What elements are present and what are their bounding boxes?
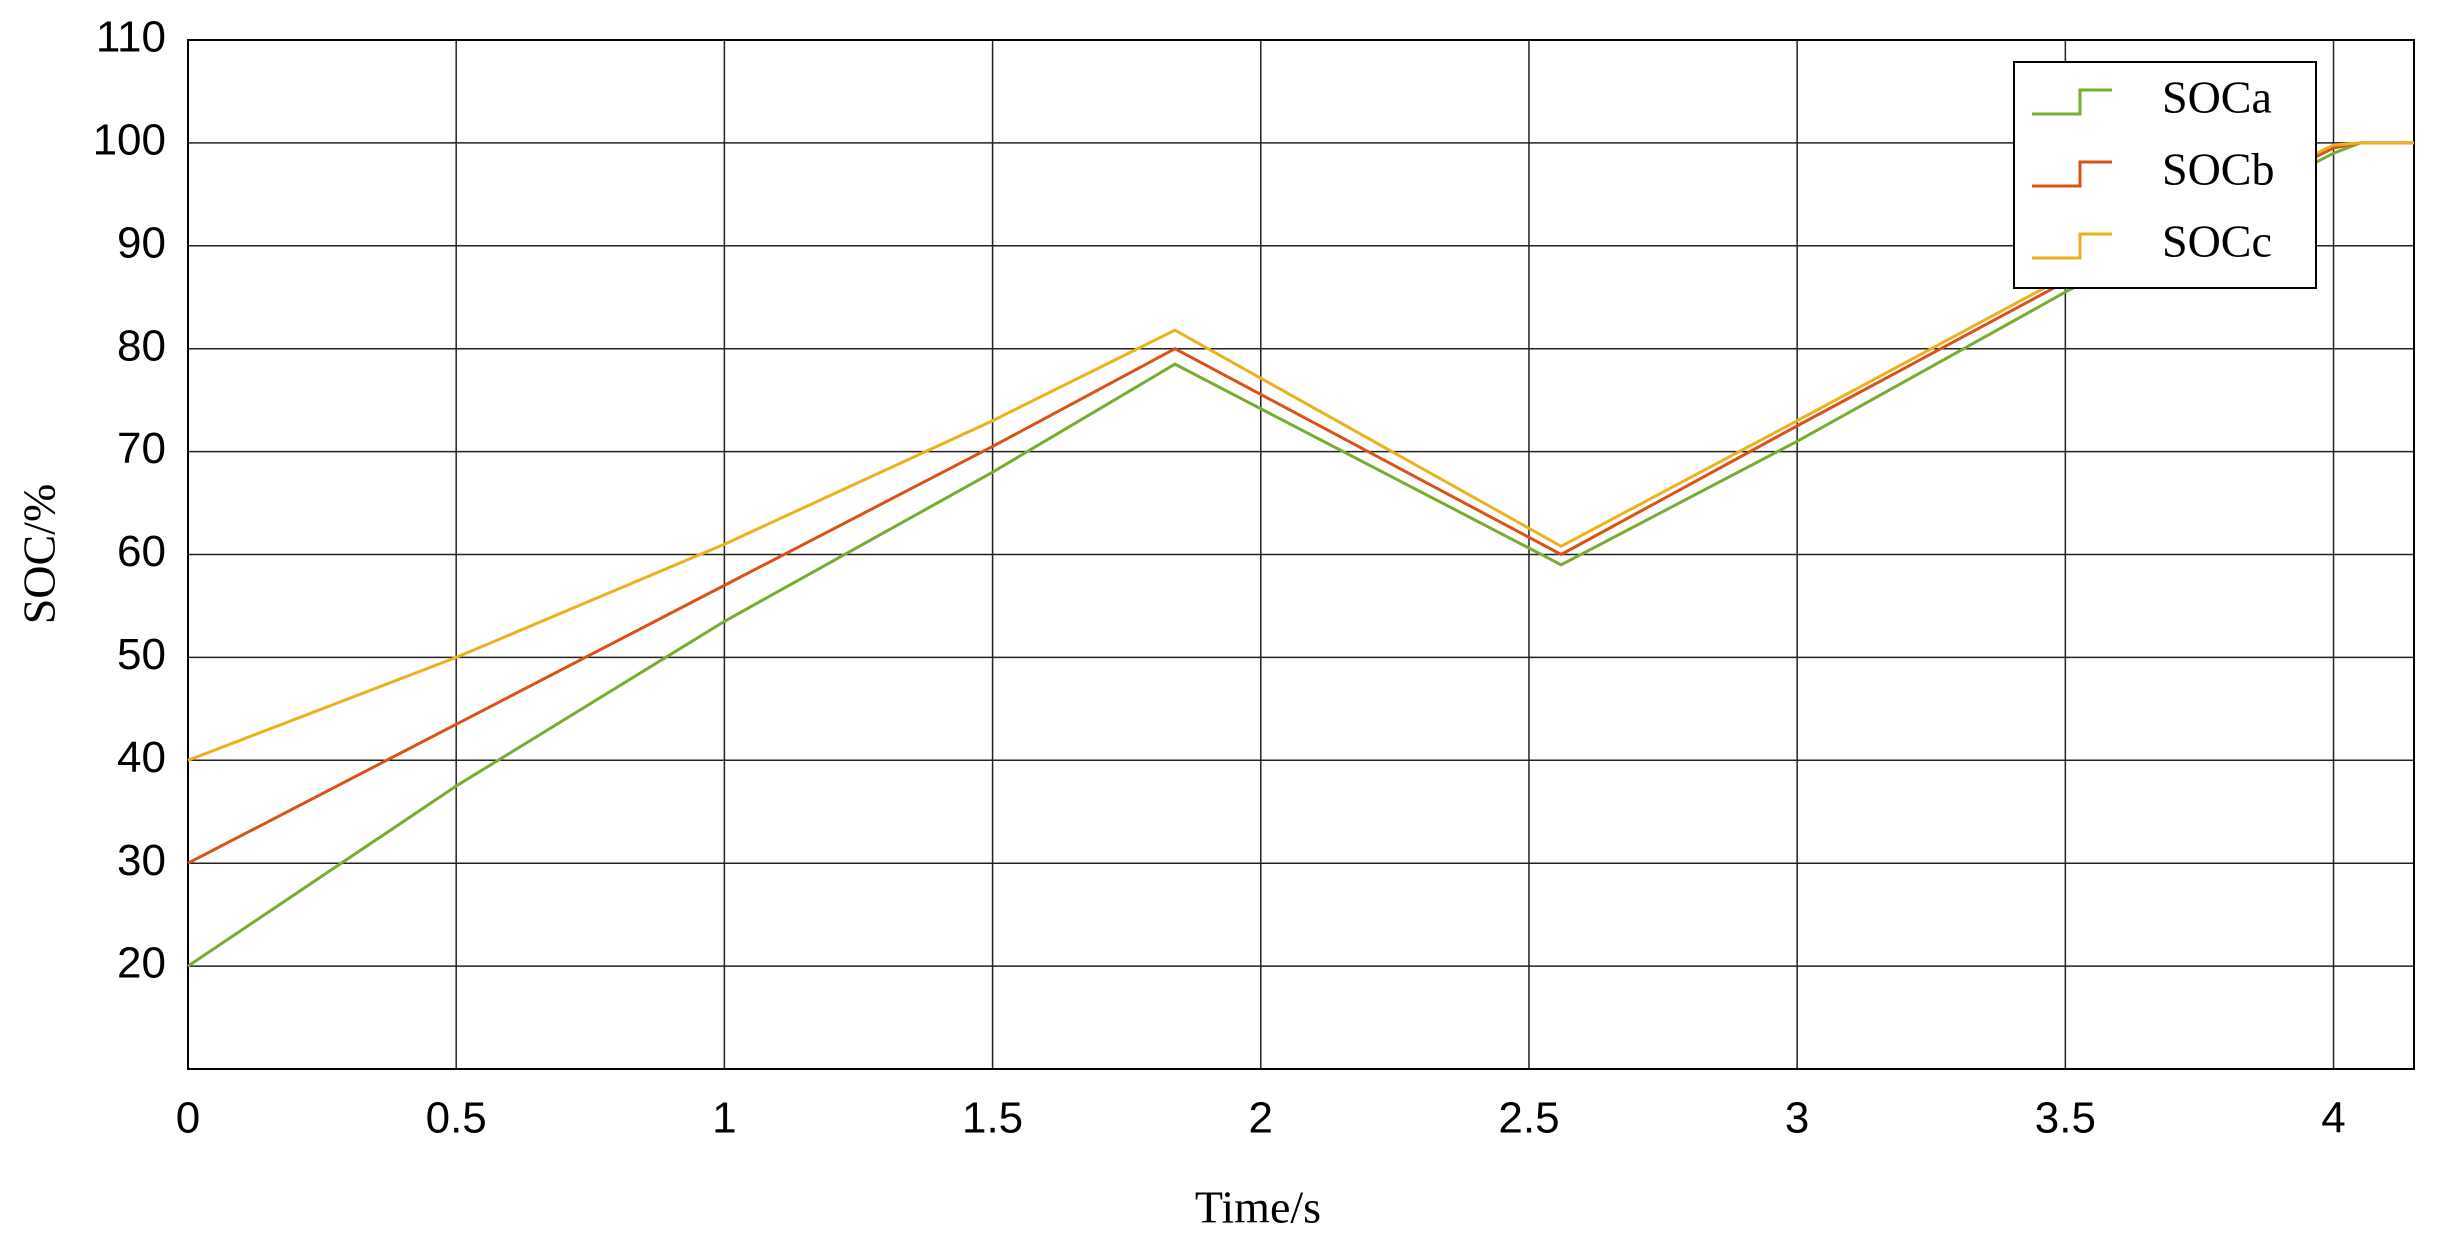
- x-tick-label: 0: [176, 1094, 200, 1143]
- plot-frame: [187, 39, 2415, 1070]
- y-tick-label: 90: [117, 218, 166, 267]
- y-tick-label: 30: [117, 836, 166, 885]
- y-tick-label: 50: [117, 630, 166, 679]
- legend-label: SOCa: [2162, 72, 2272, 123]
- legend-swatch: [2032, 232, 2112, 260]
- x-tick-label: 3.5: [2035, 1094, 2096, 1143]
- legend: SOCa SOCb SOCc: [2013, 61, 2317, 289]
- series-line: [187, 141, 2414, 968]
- x-axis-label: Time/s: [1195, 1182, 1321, 1233]
- y-tick-label: 80: [117, 321, 166, 370]
- x-tick-label: 3: [1785, 1094, 1809, 1143]
- legend-swatch: [2032, 88, 2112, 116]
- y-axis-label: SOC/%: [14, 484, 65, 625]
- legend-swatch: [2032, 160, 2112, 188]
- x-tick-label: 0.5: [426, 1094, 487, 1143]
- x-tick-label: 4: [2321, 1094, 2345, 1143]
- series-line: [187, 141, 2414, 762]
- legend-label: SOCb: [2162, 144, 2274, 195]
- series-line: [187, 141, 2414, 865]
- y-tick-label: 110: [96, 13, 166, 62]
- y-tick-label: 40: [117, 733, 166, 782]
- x-tick-label: 1.5: [962, 1094, 1023, 1143]
- y-tick-label: 70: [117, 424, 166, 473]
- x-tick-label: 1: [712, 1094, 736, 1143]
- legend-label: SOCc: [2162, 216, 2272, 267]
- y-tick-label: 60: [117, 527, 166, 576]
- x-tick-label: 2.5: [1498, 1094, 1559, 1143]
- x-tick-label: 2: [1249, 1094, 1273, 1143]
- legend-box: [2013, 61, 2317, 289]
- y-tick-label: 20: [117, 939, 166, 988]
- y-tick-label: 100: [93, 116, 166, 165]
